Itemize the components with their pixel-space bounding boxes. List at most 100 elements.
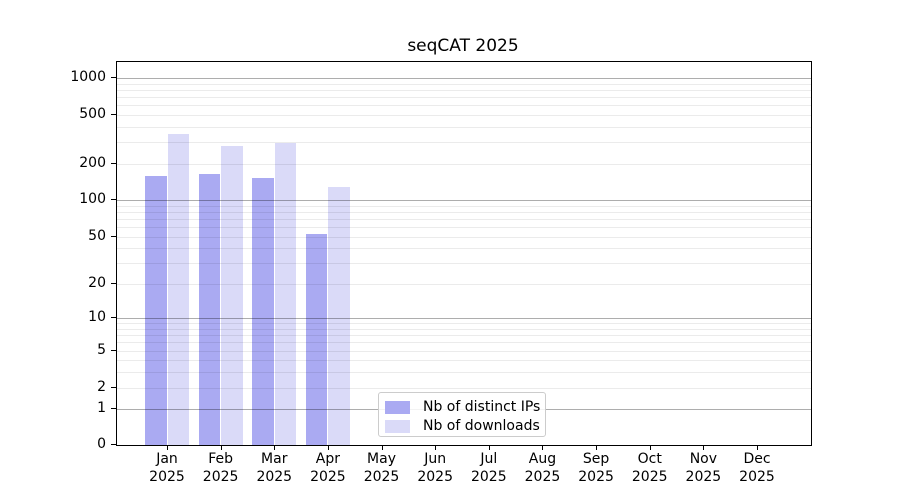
x-tick-month-mar: Mar — [261, 451, 288, 467]
gridline-minor-300 — [117, 142, 811, 144]
x-tick-label-dec: Dec 2025 — [715, 450, 799, 486]
x-tick-mark-jan — [167, 445, 168, 450]
gridline-minor-600 — [117, 105, 811, 107]
gridline-minor-6 — [117, 342, 811, 344]
bar-ips-feb — [198, 173, 221, 445]
y-tick-mark-10 — [111, 317, 116, 319]
x-tick-label-nov: Nov 2025 — [661, 450, 745, 486]
x-tick-label-aug: Aug 2025 — [500, 450, 584, 486]
y-tick-label-2: 2 — [97, 378, 106, 395]
y-tick-label-0: 0 — [97, 436, 106, 452]
x-tick-label-jan: Jan 2025 — [125, 450, 209, 486]
x-tick-month-may: May — [367, 451, 396, 467]
gridline-major-1000 — [117, 78, 811, 80]
x-tick-label-apr: Apr 2025 — [286, 450, 370, 486]
legend-label-downloads: Nb of downloads — [423, 418, 540, 434]
x-tick-label-oct: Oct 2025 — [608, 450, 692, 486]
y-tick-label-1000: 1000 — [70, 69, 106, 86]
x-tick-year-mar: 2025 — [256, 469, 293, 485]
gridline-minor-50 — [117, 236, 811, 238]
x-tick-month-nov: Nov — [689, 451, 718, 467]
y-tick-label-5: 5 — [97, 341, 106, 358]
legend-label-distinct-ips: Nb of distinct IPs — [423, 399, 541, 415]
gridline-minor-20 — [117, 283, 811, 285]
chart-title: seqCAT 2025 — [407, 36, 519, 56]
y-tick-mark-0 — [111, 444, 116, 445]
x-tick-mark-sep — [596, 445, 598, 450]
x-tick-year-oct: 2025 — [631, 469, 668, 485]
y-tick-label-500: 500 — [79, 106, 106, 123]
x-tick-year-jun: 2025 — [417, 469, 453, 485]
x-tick-year-aug: 2025 — [524, 469, 561, 485]
gridline-minor-90 — [117, 205, 811, 207]
x-tick-label-may: May 2025 — [340, 450, 424, 486]
y-tick-mark-20 — [111, 282, 116, 284]
y-tick-mark-200 — [111, 162, 116, 164]
x-tick-label-feb: Feb 2025 — [179, 450, 263, 486]
bar-ips-jan — [145, 175, 167, 445]
x-tick-month-sep: Sep — [582, 451, 610, 467]
gridline-minor-500 — [117, 115, 811, 117]
gridline-major-10 — [117, 318, 811, 320]
x-tick-year-nov: 2025 — [685, 469, 722, 485]
gridline-minor-80 — [117, 212, 811, 214]
x-tick-mark-may — [381, 445, 383, 450]
x-tick-month-dec: Dec — [743, 451, 771, 467]
x-tick-year-apr: 2025 — [310, 469, 346, 485]
plot-area — [116, 61, 812, 446]
y-tick-label-200: 200 — [79, 154, 106, 171]
gridline-minor-4 — [117, 360, 811, 362]
gridline-major-100 — [117, 200, 811, 202]
x-tick-month-feb: Feb — [208, 451, 234, 467]
x-tick-month-apr: Apr — [315, 451, 341, 467]
gridline-minor-9 — [117, 323, 811, 325]
y-tick-label-100: 100 — [79, 191, 106, 208]
x-tick-mark-feb — [220, 445, 222, 450]
x-tick-month-jul: Jul — [480, 451, 498, 467]
distinct-ips-swatch-icon — [385, 400, 410, 414]
y-tick-label-10: 10 — [88, 309, 106, 326]
gridline-minor-800 — [117, 90, 811, 92]
legend-row-distinct-ips: Nb of distinct IPs — [385, 398, 541, 416]
x-tick-month-oct: Oct — [637, 451, 662, 467]
y-tick-mark-1000 — [111, 77, 116, 79]
gridline-minor-400 — [117, 127, 811, 129]
x-tick-mark-mar — [274, 445, 276, 450]
bar-dl-apr — [328, 186, 350, 445]
gridline-minor-200 — [117, 163, 811, 165]
legend: Nb of distinct IPs Nb of downloads — [378, 392, 546, 437]
downloads-swatch-icon — [385, 419, 410, 433]
x-tick-year-jan: 2025 — [149, 469, 185, 485]
x-tick-mark-oct — [649, 445, 651, 450]
bar-ips-mar — [252, 177, 274, 445]
x-tick-month-jan: Jan — [156, 451, 178, 467]
bar-dl-jan — [167, 134, 189, 445]
x-tick-mark-nov — [703, 445, 705, 450]
gridline-minor-70 — [117, 219, 811, 221]
y-tick-mark-5 — [111, 349, 116, 351]
y-tick-mark-1 — [111, 408, 116, 410]
y-tick-mark-100 — [111, 199, 116, 201]
x-tick-mark-jun — [435, 445, 437, 450]
x-tick-year-dec: 2025 — [739, 469, 775, 485]
x-tick-year-sep: 2025 — [578, 469, 614, 485]
y-tick-label-1: 1 — [97, 400, 106, 417]
gridline-minor-3 — [117, 372, 811, 374]
x-tick-mark-dec — [757, 445, 758, 450]
x-tick-year-jul: 2025 — [470, 469, 507, 485]
x-tick-mark-apr — [327, 445, 329, 450]
x-tick-label-jul: Jul 2025 — [447, 450, 531, 486]
bars-layer — [117, 62, 811, 445]
x-tick-mark-jul — [488, 445, 490, 450]
x-tick-month-jun: Jun — [424, 451, 447, 467]
bar-dl-mar — [274, 143, 297, 445]
gridline-minor-700 — [117, 97, 811, 99]
legend-row-downloads: Nb of downloads — [385, 417, 540, 435]
gridline-minor-30 — [117, 263, 811, 265]
y-tick-label-50: 50 — [88, 227, 106, 244]
y-tick-mark-2 — [111, 386, 116, 388]
x-tick-label-jun: Jun 2025 — [393, 450, 477, 486]
x-tick-month-aug: Aug — [528, 451, 557, 467]
y-tick-mark-50 — [111, 235, 116, 237]
